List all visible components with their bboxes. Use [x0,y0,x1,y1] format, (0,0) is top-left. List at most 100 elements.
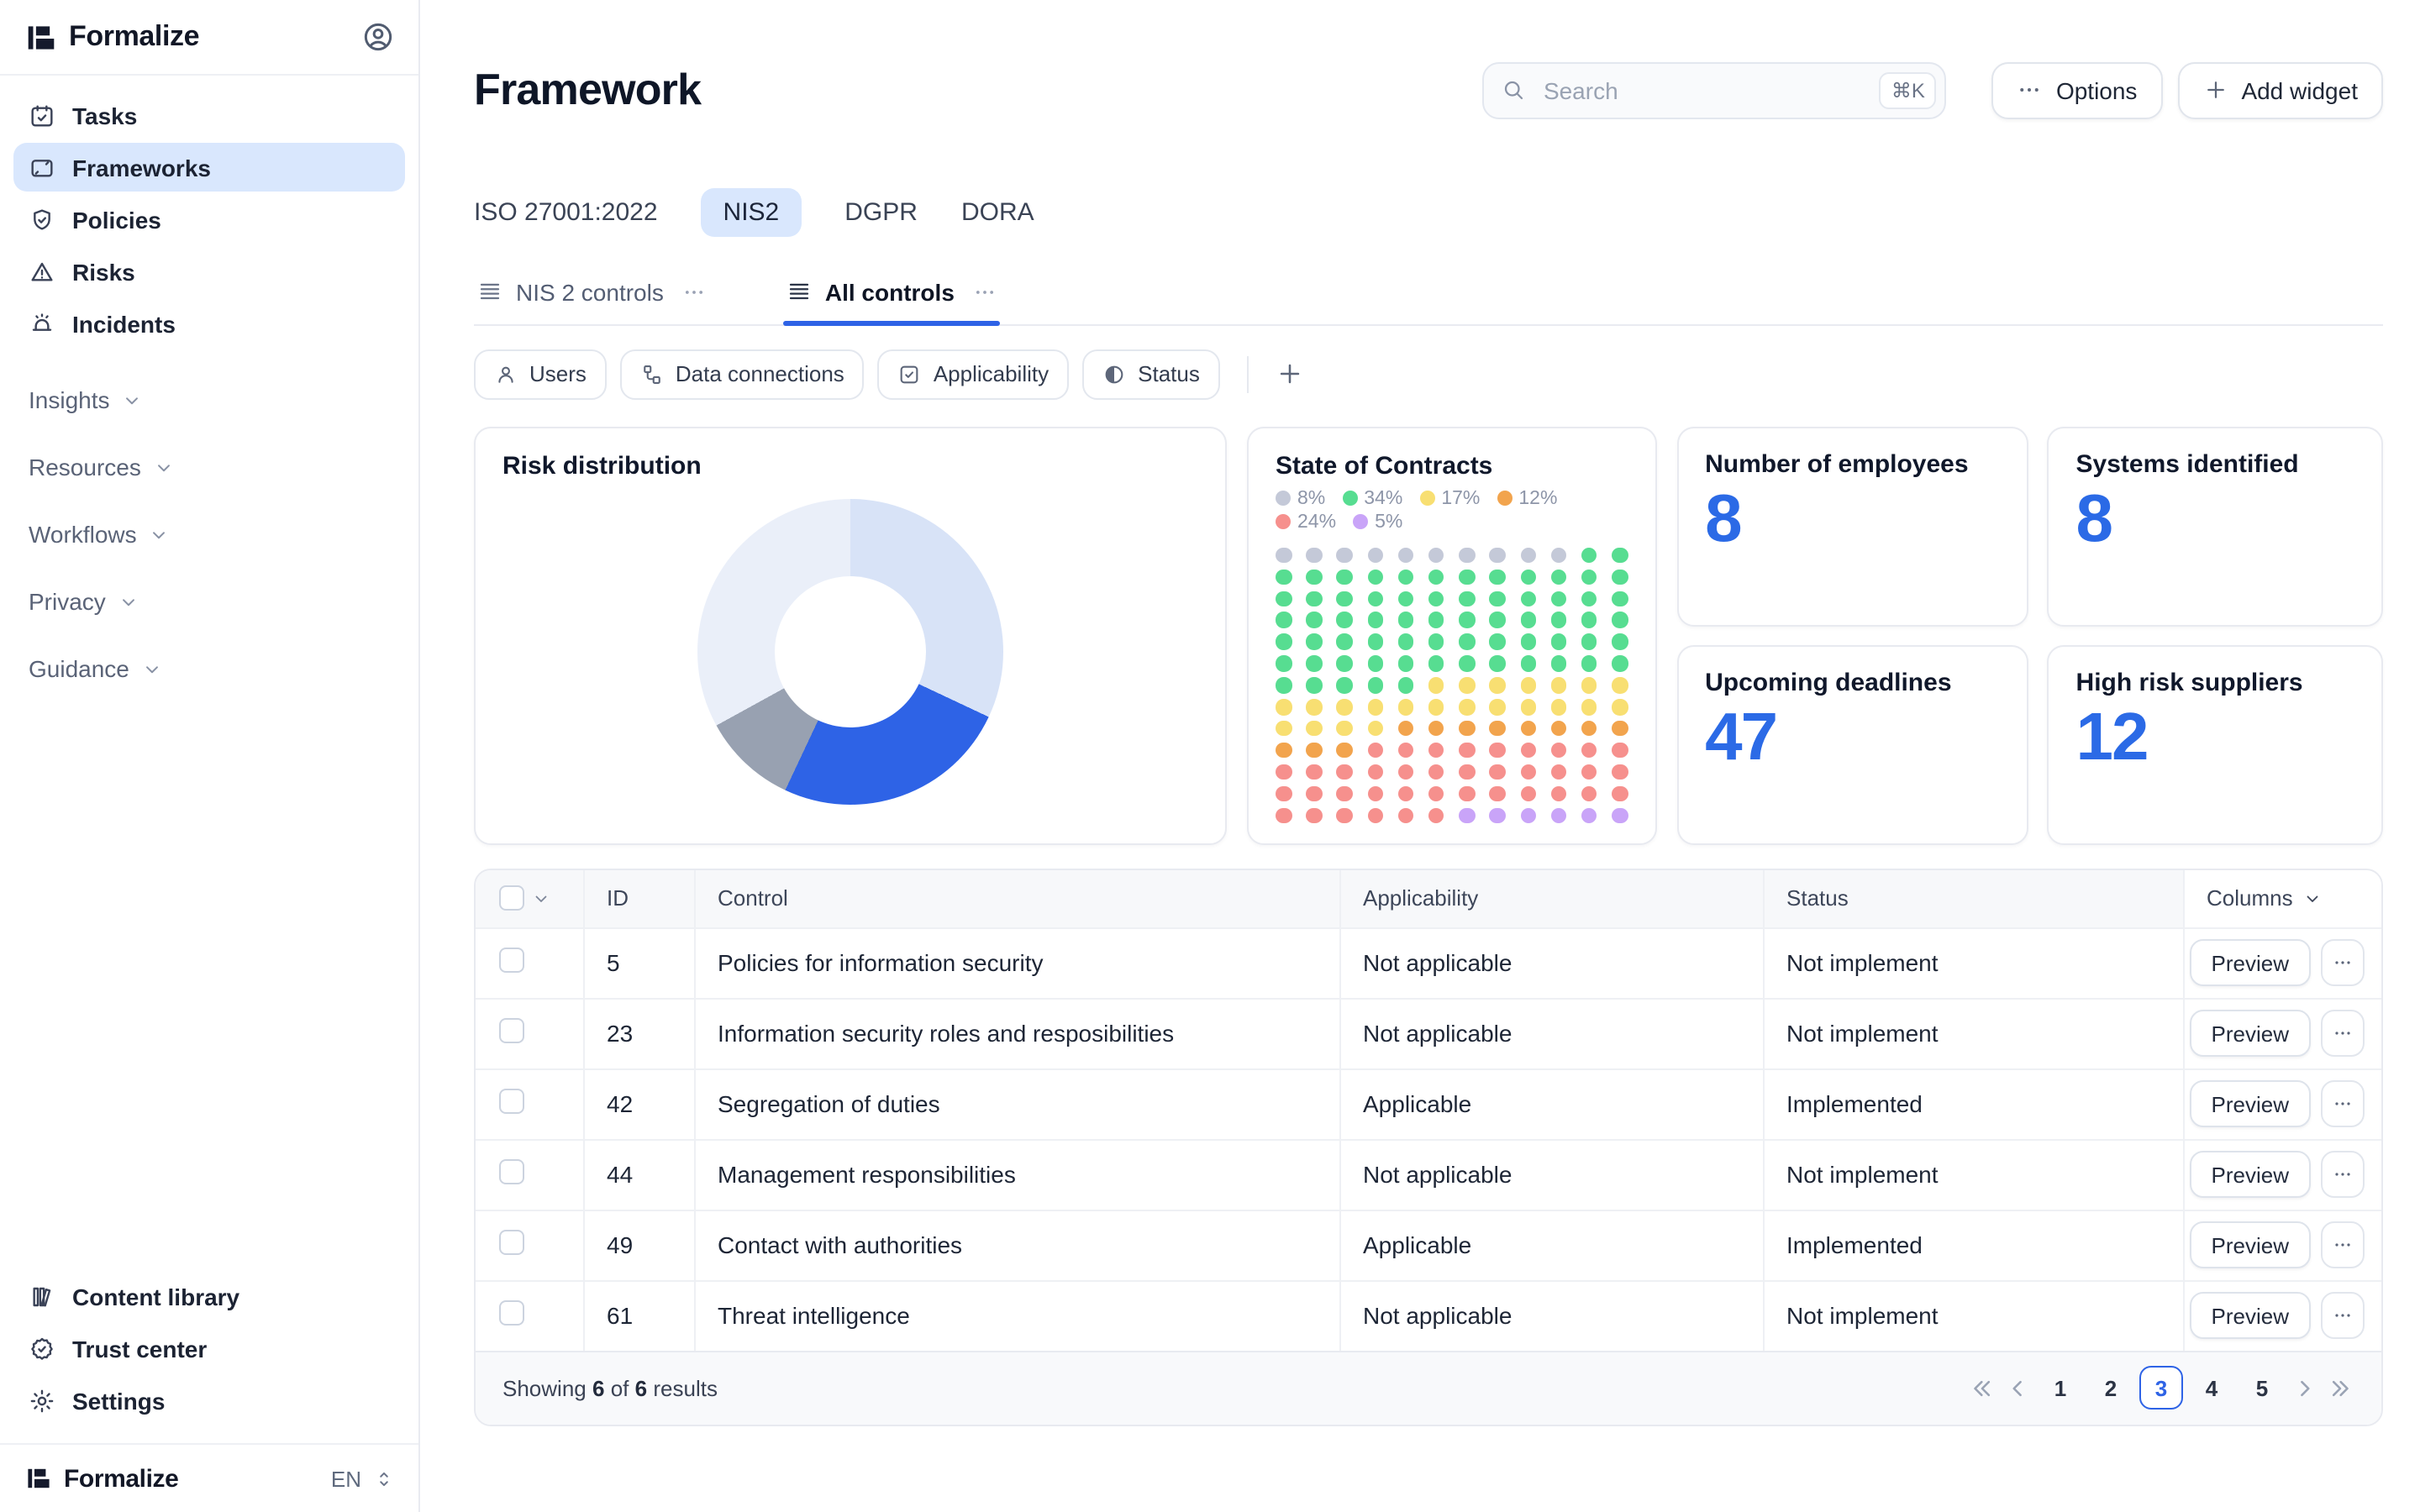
green-dot [1306,655,1323,672]
row-more-button[interactable] [2321,1292,2365,1340]
sidebar-group-item[interactable]: Resources [13,442,405,492]
column-header-applicability[interactable]: Applicability [1339,869,1763,927]
framework-tab[interactable]: DORA [961,188,1034,237]
sidebar-nav-item[interactable]: Policies [13,195,405,244]
row-actions: Preview [2185,1000,2381,1068]
last-page-icon[interactable] [2326,1374,2354,1403]
yellow-dot [1489,677,1506,694]
cell-applicability: Not applicable [1339,1138,1763,1210]
row-checkbox[interactable] [499,1089,524,1115]
cell-control: Segregation of duties [694,1068,1339,1139]
language-selector[interactable]: EN [331,1466,395,1491]
sidebar-spacer [0,694,418,1272]
preview-button[interactable]: Preview [2189,1010,2311,1058]
sidebar-group-item[interactable]: Insights [13,375,405,425]
row-checkbox[interactable] [499,1018,524,1044]
search-input[interactable] [1539,75,1866,106]
sidebar-group-item[interactable]: Guidance [13,643,405,694]
ellipsis-icon [2333,1095,2353,1115]
legend-item: 24% [1276,512,1336,533]
framework-tab[interactable]: ISO 27001:2022 [474,188,658,237]
column-header-id[interactable]: ID [583,869,694,927]
sidebar-group-label: Guidance [29,655,129,682]
page-number-button[interactable]: 1 [2054,1375,2067,1401]
green-dot [1581,612,1597,628]
legend-item: 34% [1342,489,1402,509]
row-checkbox[interactable] [499,948,524,974]
row-more-button[interactable] [2321,1010,2365,1058]
green-dot [1336,612,1353,628]
filter-chip[interactable]: Applicability [877,349,1070,400]
sidebar-nav-item[interactable]: Frameworks [13,143,405,192]
search-icon [1502,78,1527,103]
sidebar-nav-item[interactable]: Risks [13,247,405,296]
filter-chip[interactable]: Data connections [619,349,865,400]
prev-page-icon[interactable] [2003,1374,2032,1403]
filter-chip[interactable]: Status [1082,349,1220,400]
columns-menu-button[interactable]: Columns [2207,886,2381,911]
legend-percent: 5% [1375,512,1403,533]
framework-tab[interactable]: NIS2 [701,187,802,237]
green-dot [1612,591,1628,607]
sidebar-nav-item[interactable]: Tasks [13,91,405,139]
preview-button[interactable]: Preview [2189,1151,2311,1199]
tab-menu-icon[interactable] [682,281,706,304]
yellow-dot [1459,677,1476,694]
yellow-dot [1612,699,1628,716]
sidebar-header: Formalize [0,0,418,76]
green-dot [1367,569,1384,585]
results-summary: Showing 6 of 6 results [502,1375,718,1401]
green-dot [1459,655,1476,672]
row-more-button[interactable] [2321,939,2365,987]
preview-button[interactable]: Preview [2189,939,2311,987]
row-checkbox[interactable] [499,1230,524,1256]
options-button[interactable]: Options [1991,61,2163,119]
row-more-button[interactable] [2321,1221,2365,1269]
green-dot [1397,677,1414,694]
sidebar-footer-item[interactable]: Settings [13,1376,405,1425]
row-more-button[interactable] [2321,1151,2365,1199]
page-number-button[interactable]: 5 [2255,1375,2269,1401]
sidebar-footer-item[interactable]: Trust center [13,1324,405,1373]
sidebar-nav-item[interactable]: Incidents [13,299,405,348]
page-number-button[interactable]: 3 [2139,1366,2183,1410]
search-box[interactable]: ⌘K [1482,61,1947,119]
account-avatar-icon[interactable] [361,20,395,54]
first-page-icon[interactable] [1968,1374,1996,1403]
filter-chip[interactable]: Users [474,349,607,400]
cell-applicability: Not applicable [1339,927,1763,998]
red-dot [1336,764,1353,780]
chevron-down-icon[interactable] [531,889,551,909]
select-all-checkbox[interactable] [499,885,524,911]
row-checkbox[interactable] [499,1159,524,1185]
row-checkbox[interactable] [499,1300,524,1326]
add-widget-button[interactable]: Add widget [2177,61,2383,119]
add-filter-icon[interactable] [1276,360,1304,389]
yellow-dot [1306,720,1323,737]
page-number-button[interactable]: 4 [2205,1375,2218,1401]
row-actions: Preview [2185,1141,2381,1210]
stat-card-value: 8 [1705,481,1742,556]
yellow-dot [1306,699,1323,716]
green-dot [1612,569,1628,585]
table-row: 44 Management responsibilities Not appli… [476,1138,2381,1210]
view-tab[interactable]: All controls [782,265,1000,326]
view-tab[interactable]: NIS 2 controls [474,265,709,324]
legend-item: 17% [1419,489,1480,509]
sidebar-group-item[interactable]: Privacy [13,576,405,627]
sidebar-footer-item[interactable]: Content library [13,1272,405,1320]
column-header-status[interactable]: Status [1763,869,2183,927]
row-more-button[interactable] [2321,1080,2365,1128]
framework-tab[interactable]: DGPR [844,188,918,237]
red-dot [1550,785,1567,802]
column-header-control[interactable]: Control [694,869,1339,927]
preview-button[interactable]: Preview [2189,1221,2311,1269]
preview-button[interactable]: Preview [2189,1292,2311,1340]
tab-menu-icon[interactable] [973,281,997,304]
stat-card-value: 12 [2075,700,2149,774]
sidebar-group-item[interactable]: Workflows [13,509,405,559]
shield-check-icon [29,206,55,233]
next-page-icon[interactable] [2291,1374,2319,1403]
preview-button[interactable]: Preview [2189,1080,2311,1128]
page-number-button[interactable]: 2 [2104,1375,2118,1401]
